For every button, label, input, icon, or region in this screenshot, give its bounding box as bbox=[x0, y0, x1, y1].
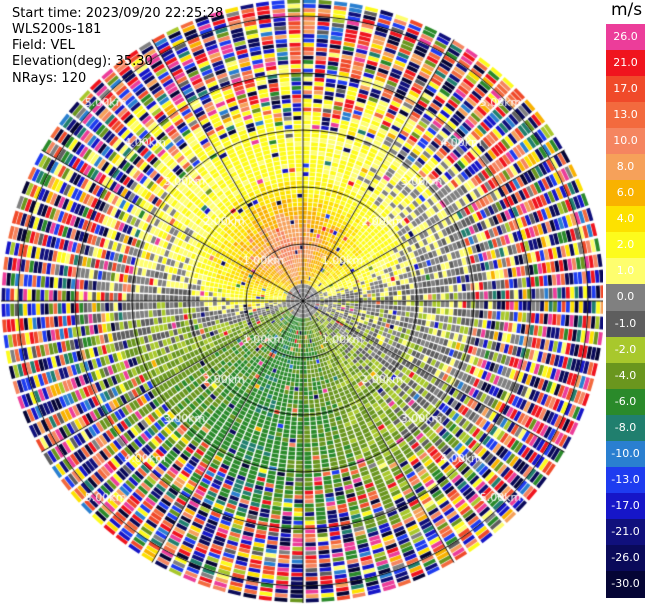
colorbar-segment bbox=[606, 492, 645, 520]
colorbar-tick-label: -17.0 bbox=[611, 498, 640, 512]
colorbar-segment bbox=[606, 128, 645, 156]
colorbar-tick-label: 8.0 bbox=[616, 160, 635, 174]
colorbar-segment bbox=[606, 24, 645, 52]
colorbar-segment bbox=[606, 518, 645, 546]
colorbar-segment bbox=[606, 414, 645, 442]
colorbar-segment bbox=[606, 310, 645, 338]
ppi-velocity-plot bbox=[0, 0, 603, 607]
colorbar-tick-label: -21.0 bbox=[611, 524, 640, 538]
colorbar-segment bbox=[606, 258, 645, 286]
field-label: Field: VEL bbox=[12, 38, 75, 53]
colorbar-tick-label: -26.0 bbox=[611, 550, 640, 564]
colorbar-segment bbox=[606, 102, 645, 130]
colorbar-tick-label: -4.0 bbox=[614, 368, 637, 382]
colorbar-tick-label: 4.0 bbox=[616, 212, 635, 226]
colorbar-segment bbox=[606, 154, 645, 182]
colorbar-tick-label: 6.0 bbox=[616, 186, 635, 200]
colorbar-segment bbox=[606, 362, 645, 390]
colorbar-tick-label: 26.0 bbox=[613, 30, 638, 44]
colorbar-segment bbox=[606, 544, 645, 572]
colorbar-tick-label: 13.0 bbox=[613, 108, 638, 122]
colorbar-tick-label: 10.0 bbox=[613, 134, 638, 148]
colorbar-tick-label: -30.0 bbox=[611, 576, 640, 590]
colorbar-segment bbox=[606, 284, 645, 312]
colorbar-segment bbox=[606, 336, 645, 364]
colorbar-tick-label: 1.0 bbox=[616, 264, 635, 278]
colorbar: 26.0 21.0 17.0 13.0 10.0 8.0 6.0 4.0 2.0 1.0 0.0 -1… bbox=[603, 24, 647, 598]
nrays-label: NRays: 120 bbox=[12, 71, 87, 86]
colorbar-segment bbox=[606, 570, 645, 598]
colorbar-segment bbox=[606, 466, 645, 494]
colorbar-segment bbox=[606, 76, 645, 104]
colorbar-tick-label: -2.0 bbox=[614, 342, 637, 356]
colorbar-segment bbox=[606, 388, 645, 416]
colorbar-tick-label: -13.0 bbox=[611, 472, 640, 486]
colorbar-tick-label: 2.0 bbox=[616, 238, 635, 252]
colorbar-tick-label: 0.0 bbox=[616, 290, 635, 304]
colorbar-segment bbox=[606, 232, 645, 260]
colorbar-segment bbox=[606, 206, 645, 234]
colorbar-tick-label: 21.0 bbox=[613, 56, 638, 70]
colorbar-tick-label: -6.0 bbox=[614, 394, 637, 408]
colorbar-tick-label: 17.0 bbox=[613, 82, 638, 96]
instrument-label: WLS200s-181 bbox=[12, 22, 102, 37]
colorbar-unit: m/s bbox=[611, 0, 643, 20]
colorbar-segment bbox=[606, 50, 645, 78]
colorbar-segment bbox=[606, 180, 645, 208]
colorbar-tick-label: -1.0 bbox=[614, 316, 637, 330]
colorbar-tick-label: -10.0 bbox=[611, 446, 640, 460]
colorbar-tick-label: -8.0 bbox=[614, 420, 637, 434]
colorbar-segment bbox=[606, 440, 645, 468]
elevation-label: Elevation(deg): 35.30 bbox=[12, 54, 153, 69]
start-time-label: Start time: 2023/09/20 22:25:28 bbox=[12, 6, 224, 21]
